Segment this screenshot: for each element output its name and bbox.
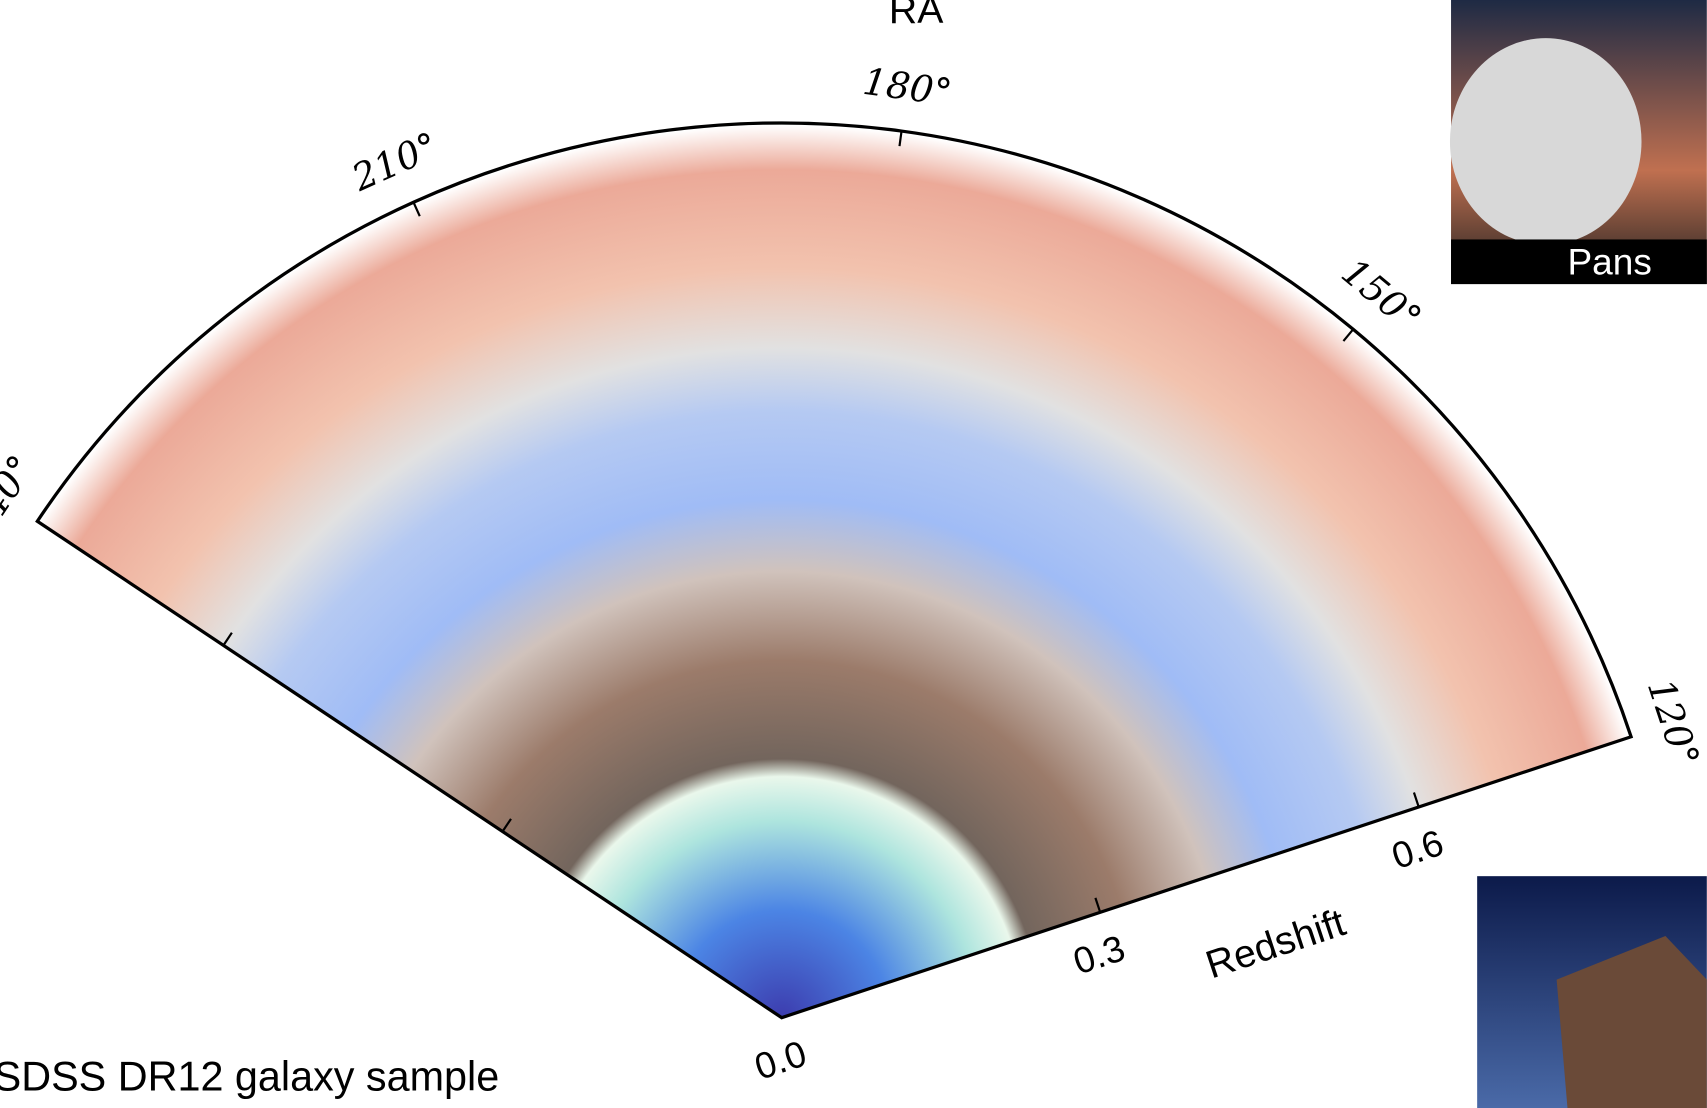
- photo: [1477, 876, 1707, 1108]
- r-tick: [1094, 897, 1102, 913]
- theta-tick: [1342, 328, 1354, 342]
- theta-tick-label: 180°: [860, 60, 954, 115]
- caption-bar: [1451, 239, 1707, 285]
- theta-tick-label: 120°: [1639, 674, 1707, 772]
- theta-tick: [1616, 735, 1632, 743]
- caption: SDSS DR12 galaxy sample: [0, 1054, 499, 1100]
- theta-axis-label: RA: [889, 0, 944, 32]
- r-tick: [222, 632, 233, 646]
- r-tick: [1412, 792, 1420, 808]
- telescope: [1556, 936, 1707, 1108]
- theta-tick-label: 210°: [345, 124, 445, 200]
- photo: Pans: [1449, 0, 1707, 285]
- theta-tick: [412, 201, 421, 217]
- galaxy-density: [37, 122, 1632, 1018]
- theta-tick: [36, 520, 51, 531]
- theta-tick-label: 240°: [0, 448, 43, 547]
- dome: [1449, 38, 1642, 245]
- r-tick: [501, 818, 512, 833]
- r-tick-label: 0.3: [1068, 927, 1130, 982]
- theta-tick: [898, 130, 903, 147]
- r-tick-label: 0.6: [1387, 822, 1449, 877]
- r-axis-label: Redshift: [1201, 901, 1351, 987]
- r-tick-label: 0.0: [750, 1033, 812, 1088]
- photo-caption: Pans: [1567, 241, 1651, 282]
